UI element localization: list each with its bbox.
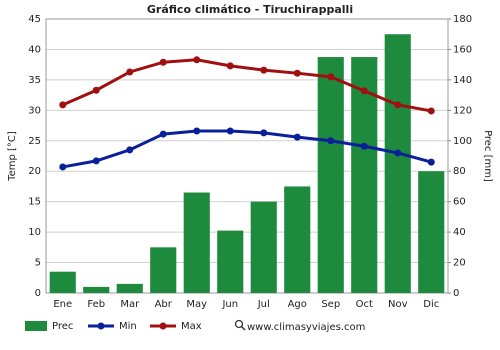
legend-label: Prec [52,321,73,332]
y2-tick-label: 40 [453,227,466,238]
y-tick-label: 10 [28,227,41,238]
bar [116,283,143,293]
bar [150,247,177,293]
y-tick-label: 35 [28,75,41,86]
x-tick-label: Feb [87,299,105,310]
y2-tick-label: 100 [453,136,472,147]
legend-marker [97,322,105,330]
y2-axis-label: Prec [mm] [482,130,493,182]
y-tick-label: 0 [35,288,41,299]
y-tick-label: 5 [35,258,41,269]
point [226,127,234,135]
point [159,130,167,138]
bar [418,171,445,293]
point [360,142,368,150]
point [59,101,67,109]
y2-tick-label: 140 [453,75,472,86]
x-tick-label: Ago [288,299,307,310]
y-axis-label: Temp [°C] [7,131,18,182]
y2-tick-label: 120 [453,105,472,116]
point [260,66,268,74]
point [92,86,100,94]
point [226,62,234,70]
point [394,101,402,109]
chart-title: Gráfico climático - Tiruchirappalli [147,3,353,16]
x-tick-label: Oct [356,299,373,310]
line [62,58,432,113]
bar [183,192,210,293]
point [260,129,268,137]
y2-tick-label: 60 [453,197,466,208]
bar [384,34,411,293]
point [193,127,201,135]
x-tick-label: Sep [321,299,340,310]
legend-label: Max [181,321,202,332]
x-tick-label: Abr [155,299,173,310]
source-text: www.climasyviajes.com [247,322,365,333]
bar [284,186,311,293]
point [126,68,134,76]
x-tick-label: Mar [120,299,140,310]
point [360,87,368,95]
x-tick-label: Ene [53,299,72,310]
point [159,58,167,66]
bar [217,230,244,293]
x-tick-label: Jul [257,299,270,310]
point [427,158,435,166]
y2-tick-label: 20 [453,258,466,269]
bar [351,57,378,293]
point [293,133,301,141]
point [427,107,435,115]
bar [49,271,76,293]
y2-tick-label: 160 [453,44,472,55]
y2-tick-label: 0 [453,288,459,299]
point [59,163,67,171]
point [293,69,301,77]
legend-label: Min [119,321,137,332]
y-tick-label: 20 [28,166,41,177]
y-tick-label: 15 [28,197,41,208]
point [126,146,134,154]
legend-marker [159,322,167,330]
plot-border [45,18,449,294]
point [193,56,201,64]
x-tick-label: Dic [423,299,439,310]
x-tick-label: Jun [221,299,238,310]
point [92,157,100,165]
y-tick-label: 25 [28,136,41,147]
bar [83,286,110,293]
x-tick-label: Nov [388,299,408,310]
legend-swatch [25,321,47,331]
y-tick-label: 40 [28,44,41,55]
y2-tick-label: 180 [453,14,472,25]
point [327,137,335,145]
y-tick-label: 45 [28,14,41,25]
y-tick-label: 30 [28,105,41,116]
point [327,73,335,81]
point [394,149,402,157]
bar [317,57,344,293]
y2-tick-label: 80 [453,166,466,177]
line [62,129,432,169]
x-tick-label: May [186,299,207,310]
search-icon [234,319,246,331]
bar [250,201,277,293]
